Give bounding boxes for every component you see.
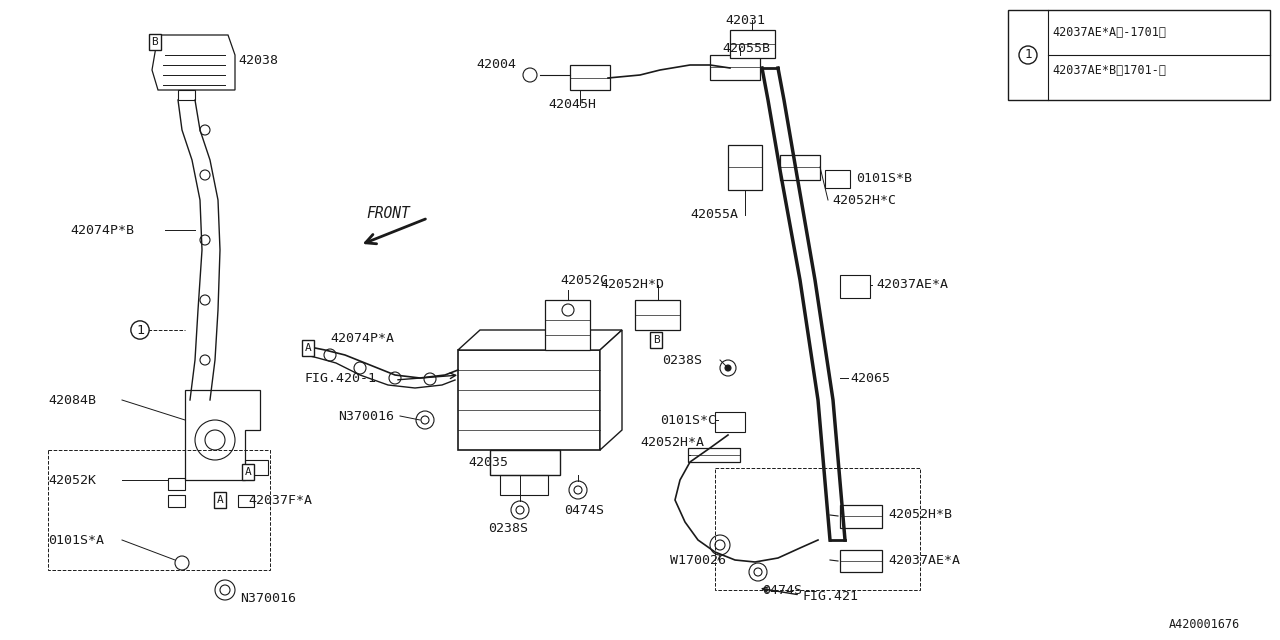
Text: 42045H: 42045H	[548, 99, 596, 111]
Text: 0474S: 0474S	[762, 584, 803, 596]
Polygon shape	[458, 330, 622, 350]
Text: 0238S: 0238S	[662, 353, 701, 367]
Text: A: A	[216, 495, 224, 505]
Text: 42084B: 42084B	[49, 394, 96, 406]
Text: 42031: 42031	[724, 13, 765, 26]
Text: FIG.421: FIG.421	[803, 589, 858, 602]
Text: 1: 1	[136, 323, 143, 337]
Text: 42038: 42038	[238, 54, 278, 67]
Polygon shape	[710, 55, 760, 80]
Text: 0474S: 0474S	[564, 504, 604, 516]
Text: 42074P*A: 42074P*A	[330, 332, 394, 344]
Text: 1: 1	[1024, 49, 1032, 61]
Polygon shape	[826, 170, 850, 188]
Polygon shape	[186, 390, 260, 480]
Polygon shape	[152, 35, 236, 90]
Text: A420001676: A420001676	[1169, 618, 1240, 632]
Text: A: A	[244, 467, 251, 477]
Polygon shape	[780, 155, 820, 180]
Polygon shape	[635, 300, 680, 330]
Polygon shape	[840, 505, 882, 528]
Text: 42055B: 42055B	[722, 42, 771, 54]
Text: 42037AE*B（1701-）: 42037AE*B（1701-）	[1052, 63, 1166, 77]
Text: 42037AE*A: 42037AE*A	[888, 554, 960, 566]
Text: N370016: N370016	[241, 591, 296, 605]
Text: FIG.420-1: FIG.420-1	[305, 371, 378, 385]
Text: 42037AE*A: 42037AE*A	[876, 278, 948, 291]
Text: 0101S*C: 0101S*C	[660, 413, 716, 426]
Text: 42055A: 42055A	[690, 209, 739, 221]
Text: 42037AE*A（-1701）: 42037AE*A（-1701）	[1052, 26, 1166, 38]
Polygon shape	[545, 300, 590, 350]
Text: N370016: N370016	[338, 410, 394, 422]
Polygon shape	[840, 275, 870, 298]
Text: 0101S*B: 0101S*B	[856, 172, 911, 184]
Polygon shape	[689, 448, 740, 462]
Polygon shape	[728, 145, 762, 190]
Polygon shape	[716, 412, 745, 432]
Text: 42065: 42065	[850, 371, 890, 385]
Text: 42037F*A: 42037F*A	[248, 493, 312, 506]
Text: B: B	[653, 335, 659, 345]
Text: 42004: 42004	[476, 58, 516, 72]
Text: 42035: 42035	[468, 456, 508, 468]
Text: 0238S: 0238S	[488, 522, 529, 534]
Polygon shape	[840, 550, 882, 572]
Polygon shape	[458, 350, 600, 450]
Polygon shape	[570, 65, 611, 90]
Polygon shape	[600, 330, 622, 450]
Text: 42074P*B: 42074P*B	[70, 223, 134, 237]
Text: FRONT: FRONT	[366, 205, 410, 221]
Circle shape	[724, 365, 731, 371]
Text: B: B	[151, 37, 159, 47]
Polygon shape	[730, 30, 774, 58]
Text: A: A	[305, 343, 311, 353]
Text: 42052K: 42052K	[49, 474, 96, 486]
Text: 42052H*D: 42052H*D	[600, 278, 664, 291]
Text: 42052H*C: 42052H*C	[832, 193, 896, 207]
Text: W170026: W170026	[669, 554, 726, 566]
Text: 42052H*B: 42052H*B	[888, 509, 952, 522]
Text: 42052C: 42052C	[561, 273, 608, 287]
Text: 42052H*A: 42052H*A	[640, 435, 704, 449]
Text: 0101S*A: 0101S*A	[49, 534, 104, 547]
